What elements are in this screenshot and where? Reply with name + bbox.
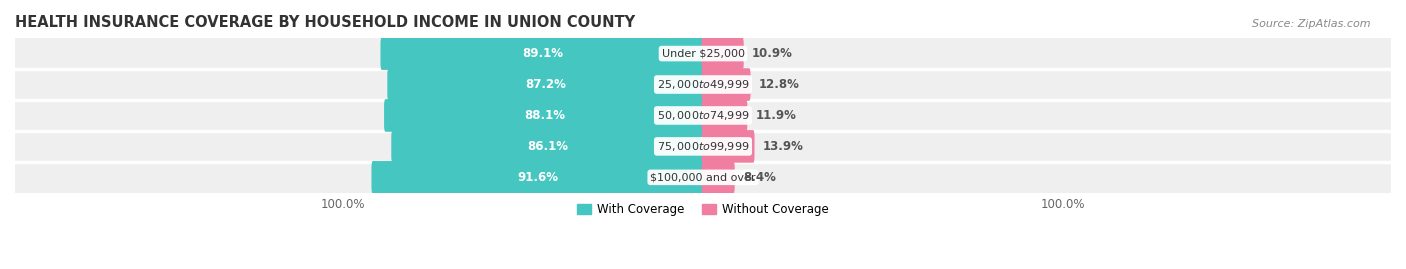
FancyBboxPatch shape — [387, 68, 704, 101]
FancyBboxPatch shape — [381, 37, 704, 70]
Text: 87.2%: 87.2% — [526, 78, 567, 91]
Text: HEALTH INSURANCE COVERAGE BY HOUSEHOLD INCOME IN UNION COUNTY: HEALTH INSURANCE COVERAGE BY HOUSEHOLD I… — [15, 15, 636, 30]
Text: 12.8%: 12.8% — [759, 78, 800, 91]
FancyBboxPatch shape — [15, 100, 1391, 131]
Text: 8.4%: 8.4% — [744, 171, 776, 184]
FancyBboxPatch shape — [15, 131, 1391, 162]
FancyBboxPatch shape — [702, 130, 755, 163]
Text: $25,000 to $49,999: $25,000 to $49,999 — [657, 78, 749, 91]
Text: 88.1%: 88.1% — [524, 109, 565, 122]
Text: 11.9%: 11.9% — [755, 109, 797, 122]
Text: $75,000 to $99,999: $75,000 to $99,999 — [657, 140, 749, 153]
FancyBboxPatch shape — [371, 161, 704, 194]
FancyBboxPatch shape — [702, 68, 751, 101]
Text: $100,000 and over: $100,000 and over — [650, 172, 756, 182]
Text: 10.9%: 10.9% — [752, 47, 793, 60]
FancyBboxPatch shape — [391, 130, 704, 163]
Text: Under $25,000: Under $25,000 — [661, 49, 745, 59]
FancyBboxPatch shape — [702, 161, 735, 194]
FancyBboxPatch shape — [15, 38, 1391, 69]
Text: $50,000 to $74,999: $50,000 to $74,999 — [657, 109, 749, 122]
FancyBboxPatch shape — [384, 99, 704, 132]
FancyBboxPatch shape — [15, 69, 1391, 100]
Text: 86.1%: 86.1% — [527, 140, 568, 153]
FancyBboxPatch shape — [702, 99, 748, 132]
Text: Source: ZipAtlas.com: Source: ZipAtlas.com — [1253, 19, 1371, 29]
Text: 91.6%: 91.6% — [517, 171, 558, 184]
FancyBboxPatch shape — [15, 162, 1391, 193]
Text: 89.1%: 89.1% — [522, 47, 562, 60]
Text: 13.9%: 13.9% — [763, 140, 804, 153]
FancyBboxPatch shape — [702, 37, 744, 70]
Legend: With Coverage, Without Coverage: With Coverage, Without Coverage — [572, 199, 834, 221]
